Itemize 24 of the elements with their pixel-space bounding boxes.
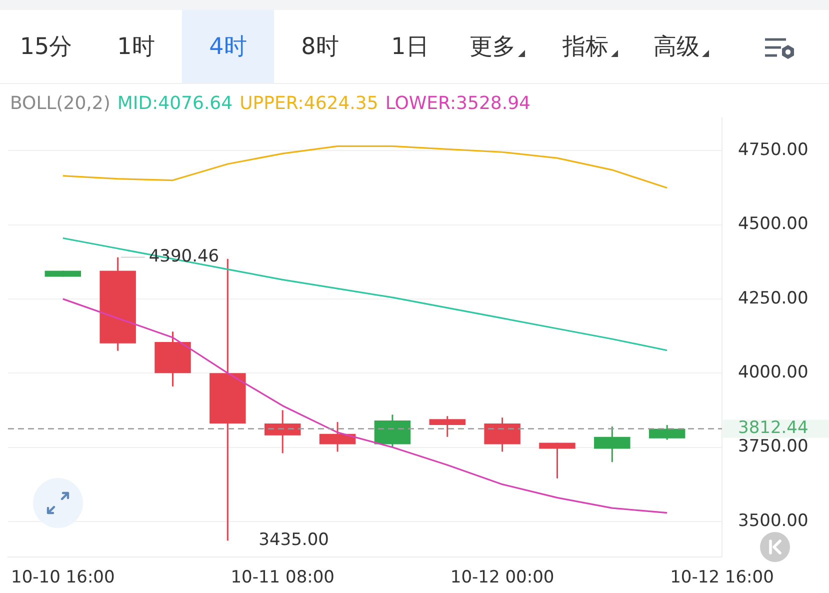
text: 更多	[470, 33, 516, 62]
y-tick-label: 4250.00	[738, 288, 808, 308]
x-tick-label: 10-12 16:00	[670, 568, 774, 588]
x-tick-label: 10-11 08:00	[230, 568, 334, 588]
text: 8时	[301, 33, 339, 62]
x-tick-label: 10-12 00:00	[450, 568, 554, 588]
text: 1日	[391, 33, 429, 62]
text: 3812.44	[738, 418, 808, 438]
text: 指标	[562, 33, 608, 62]
text: MID:4076.64	[117, 93, 233, 114]
annotation: 3435.00	[258, 530, 329, 550]
text: 高级	[654, 33, 700, 62]
text: 1时	[117, 33, 155, 62]
y-tick-label: 4500.00	[738, 214, 808, 234]
y-tick-label: 4750.00	[738, 140, 808, 160]
legend-title: BOLL(20,2)	[10, 93, 110, 114]
y-tick-label: 4000.00	[738, 362, 808, 383]
y-tick-label: 3500.00	[738, 510, 808, 531]
series-label: UPPER:4624.35	[240, 93, 378, 114]
text: 4时	[209, 33, 247, 62]
y-tick-label: 3750.00	[738, 436, 808, 457]
text: LOWER:3528.94	[385, 93, 530, 114]
text: 15分	[20, 33, 72, 62]
x-tick-label: 10-10 16:00	[11, 568, 115, 588]
